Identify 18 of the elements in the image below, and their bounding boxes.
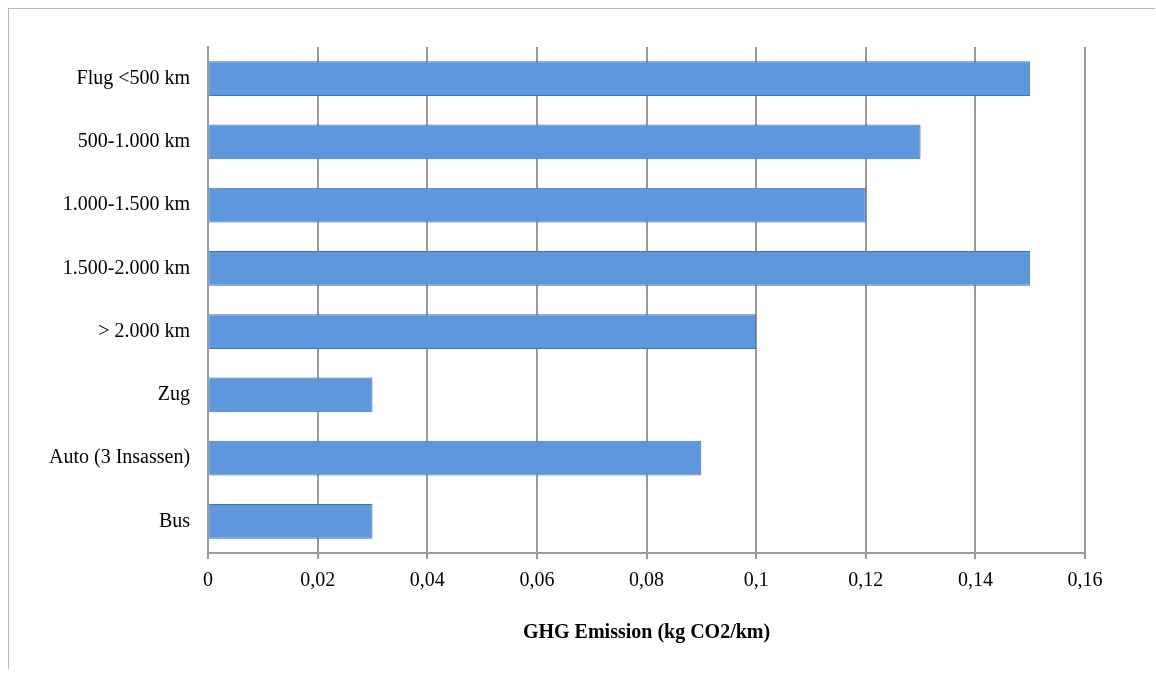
x-tick-label: 0,1 [743, 568, 769, 591]
x-tick-label: 0,12 [848, 568, 884, 591]
y-tick-label: Bus [158, 508, 191, 531]
y-tick-label: 1.500-2.000 km [62, 255, 191, 278]
y-tick-label: Auto (3 Insassen) [48, 445, 191, 469]
x-tick-label: 0,14 [957, 568, 993, 591]
x-tick-label: 0,08 [629, 568, 665, 591]
x-axis-title: GHG Emission (kg CO2/km) [522, 620, 771, 644]
x-tick-label: 0,04 [409, 568, 445, 591]
x-tick-label: 0,16 [1067, 568, 1103, 591]
x-tick-label: 0,02 [300, 568, 336, 591]
x-tick-label: 0 [203, 568, 214, 591]
x-tick-label: 0,06 [519, 568, 555, 591]
y-tick-label: 1.000-1.500 km [62, 192, 191, 215]
y-tick-label: Zug [157, 382, 191, 406]
y-tick-label: > 2.000 km [98, 318, 191, 341]
y-tick-label: 500-1.000 km [77, 129, 191, 152]
y-tick-label: Flug <500 km [76, 65, 191, 89]
